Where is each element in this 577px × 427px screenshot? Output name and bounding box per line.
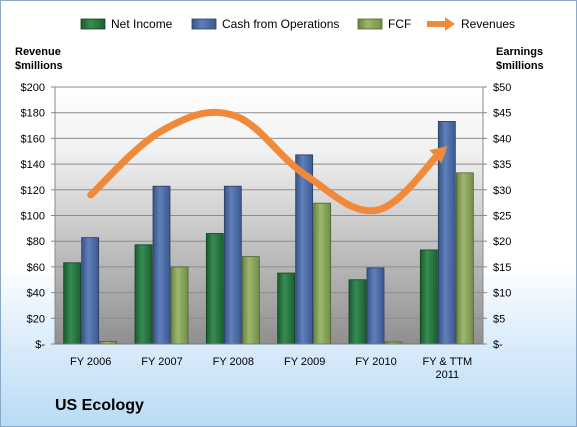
right-axis-tick-label: $10 <box>493 288 511 300</box>
right-axis-tick-label: $35 <box>493 159 511 171</box>
left-axis-tick-label: $80 <box>27 236 45 248</box>
right-axis-tick-label: $40 <box>493 133 511 145</box>
bar-cash-from-operations <box>223 185 242 345</box>
x-axis-category-label: FY 2008 <box>213 356 254 368</box>
x-axis-category-label: 2011 <box>436 369 460 381</box>
legend-label-fcf: FCF <box>388 17 411 31</box>
legend-swatch-arrow-revenues <box>445 17 455 31</box>
bar-cash-from-operations <box>366 267 385 345</box>
left-axis-tick-label: $100 <box>21 211 45 223</box>
legend-label-revenues: Revenues <box>461 17 515 31</box>
left-axis-tick-label: $140 <box>21 159 45 171</box>
bar-net-income <box>348 279 367 345</box>
revenue-line-arrowhead <box>429 146 448 164</box>
right-axis-tick-label: $25 <box>493 211 511 223</box>
right-axis-tick-label: $45 <box>493 108 511 120</box>
left-axis-title-line-2: $millions <box>15 60 63 72</box>
bar-net-income <box>419 249 438 345</box>
bar-cash-from-operations <box>152 185 171 345</box>
left-axis-title: Revenue $millions <box>15 45 63 73</box>
right-axis-tick-label: $20 <box>493 236 511 248</box>
right-axis-tick-label: $30 <box>493 185 511 197</box>
left-axis-tick-label: $40 <box>27 288 45 300</box>
x-axis-category-label: FY & TTM <box>422 356 472 368</box>
revenue-line <box>87 108 444 215</box>
bar-net-income <box>277 272 296 345</box>
left-axis-tick-label: $160 <box>21 133 45 145</box>
right-axis-title-line-1: Earnings <box>496 46 544 58</box>
bar-fcf <box>455 172 474 345</box>
bar-cash-from-operations <box>81 237 100 345</box>
right-axis-title: Earnings $millions <box>496 45 544 73</box>
right-axis-tick-label: $- <box>493 339 503 351</box>
left-axis-tick-label: $- <box>35 339 45 351</box>
right-axis-title-line-2: $millions <box>496 60 544 72</box>
bar-net-income <box>63 262 82 345</box>
right-axis-tick-label: $5 <box>493 313 505 325</box>
company-name: US Ecology <box>55 397 144 414</box>
bar-fcf <box>313 202 332 345</box>
bar-fcf <box>170 266 189 345</box>
legend-swatch-cash-from-operations <box>191 18 217 30</box>
bar-cash-from-operations <box>295 154 314 345</box>
left-axis-tick-label: $60 <box>27 262 45 274</box>
left-axis-tick-label: $20 <box>27 313 45 325</box>
legend-label-net-income: Net Income <box>111 17 173 31</box>
legend-label-cash-from-operations: Cash from Operations <box>222 17 339 31</box>
x-axis-category-label: FY 2007 <box>141 356 182 368</box>
left-axis-tick-label: $200 <box>21 82 45 94</box>
right-axis-tick-label: $15 <box>493 262 511 274</box>
left-axis-tick-label: $180 <box>21 108 45 120</box>
bar-net-income <box>134 244 153 345</box>
x-axis-category-label: FY 2006 <box>70 356 111 368</box>
bar-fcf <box>241 256 260 345</box>
right-axis-tick-label: $50 <box>493 82 511 94</box>
legend-swatch-net-income <box>80 18 106 30</box>
left-axis-tick-label: $120 <box>21 185 45 197</box>
left-axis-title-line-1: Revenue <box>15 46 61 58</box>
legend-swatch-fcf <box>357 18 383 30</box>
bar-net-income <box>205 233 224 345</box>
x-axis-category-label: FY 2009 <box>284 356 325 368</box>
x-axis-category-label: FY 2010 <box>355 356 396 368</box>
